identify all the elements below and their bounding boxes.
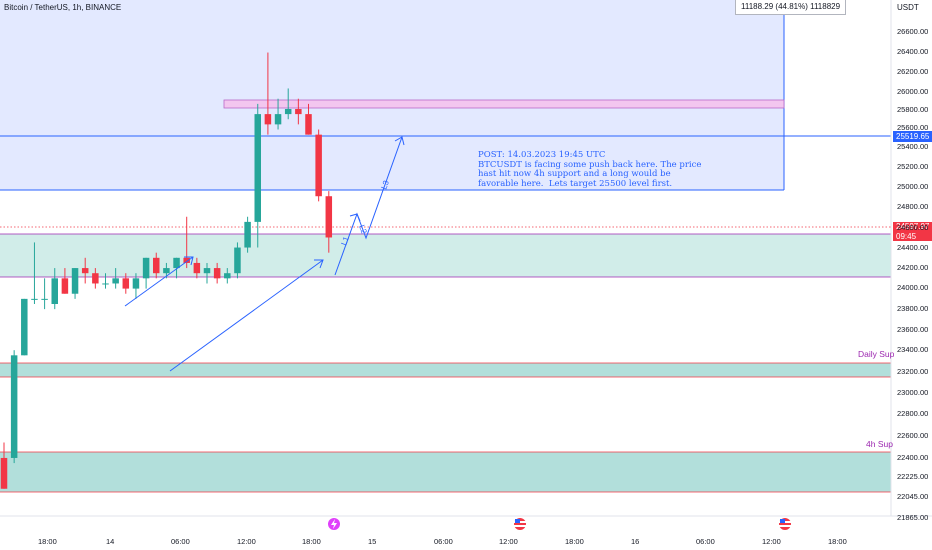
- candle-down: [81, 268, 89, 274]
- price-tick: 25000.00: [897, 182, 929, 191]
- price-tick: 24000.00: [897, 283, 929, 292]
- candle-up: [142, 257, 150, 279]
- h4-support-label: 4h Sup: [866, 439, 893, 449]
- candle-up: [224, 273, 231, 279]
- candles-group: [0, 52, 333, 489]
- candle-down: [305, 114, 312, 135]
- candle-down: [295, 108, 302, 115]
- time-tick: 12:00: [762, 537, 781, 546]
- support-zone-4h[interactable]: [0, 452, 891, 492]
- time-tick: 18:00: [828, 537, 847, 546]
- time-tick: 06:00: [434, 537, 453, 546]
- support-zone-4h-upper[interactable]: [0, 234, 891, 277]
- candle-up: [71, 268, 79, 294]
- candle-up: [234, 247, 241, 274]
- candle-up: [10, 355, 18, 458]
- price-tick: 22800.00: [897, 409, 929, 418]
- currency-label[interactable]: USDT: [897, 3, 919, 12]
- candle-down: [264, 114, 272, 125]
- candle-up: [173, 257, 180, 269]
- candle-down: [325, 196, 333, 238]
- wave-label-l1: L1: [339, 235, 351, 247]
- time-tick: 18:00: [565, 537, 584, 546]
- candle-up: [203, 268, 211, 274]
- last-price-value: 24597.97: [896, 222, 930, 231]
- arrow-small: [124, 256, 194, 307]
- price-tick: 22600.00: [897, 431, 929, 440]
- resistance-box[interactable]: [223, 99, 785, 109]
- candle-up: [274, 114, 282, 125]
- candle-up: [112, 278, 119, 284]
- price-tick: 26400.00: [897, 47, 929, 56]
- time-tick: 15: [368, 537, 377, 546]
- price-tick: 22400.00: [897, 453, 929, 462]
- price-tick: 22045.00: [897, 492, 929, 501]
- candle-down: [193, 262, 201, 274]
- candle-up: [163, 268, 170, 274]
- price-tick: 26000.00: [897, 87, 929, 96]
- wave-path: [334, 136, 403, 276]
- price-tick: 25200.00: [897, 162, 929, 171]
- price-tick: 21865.00: [897, 513, 929, 522]
- candle-down: [0, 457, 8, 489]
- event-icons[interactable]: [328, 518, 791, 530]
- price-tick: 24400.00: [897, 243, 929, 252]
- candle-up: [51, 278, 58, 304]
- price-tick: 26200.00: [897, 67, 929, 76]
- candle-down: [92, 273, 99, 284]
- candle-down: [153, 257, 160, 274]
- candle-up: [31, 298, 38, 300]
- candle-up: [284, 108, 292, 115]
- symbol-title[interactable]: Bitcoin / TetherUS, 1h, BINANCE: [4, 3, 122, 12]
- candle-down: [213, 268, 221, 279]
- time-tick: 12:00: [237, 537, 256, 546]
- time-tick: 18:00: [302, 537, 321, 546]
- candle-down: [61, 278, 69, 294]
- candle-up: [102, 283, 109, 285]
- price-tick: 23800.00: [897, 304, 929, 313]
- candle-down: [183, 257, 190, 263]
- candle-up: [132, 278, 140, 289]
- time-tick: 12:00: [499, 537, 518, 546]
- wave-label-l3: L3: [379, 179, 391, 191]
- measure-readout: 11188.29 (44.81%) 1118829: [735, 0, 847, 15]
- price-tick: 22225.00: [897, 472, 929, 481]
- price-tick: 23200.00: [897, 367, 929, 376]
- price-tick: 24200.00: [897, 263, 929, 272]
- line-price-tag: 25519.65: [893, 131, 932, 142]
- trend-arrows: [124, 136, 405, 372]
- candle-up: [244, 221, 251, 248]
- time-tick: 14: [106, 537, 115, 546]
- post-note[interactable]: POST: 14.03.2023 19:45 UTC BTCUSDT is fa…: [478, 150, 702, 189]
- price-tick: 25400.00: [897, 142, 929, 151]
- time-tick: 06:00: [696, 537, 715, 546]
- price-tick: 24600.00: [897, 223, 929, 232]
- price-tick: 25600.00: [897, 123, 929, 132]
- countdown: 09:45: [896, 231, 917, 241]
- price-tick: 26600.00: [897, 27, 929, 36]
- candle-down: [122, 278, 130, 289]
- candle-up: [254, 114, 261, 222]
- candle-up: [21, 298, 28, 356]
- support-zone-daily[interactable]: [0, 363, 891, 377]
- time-tick: 16: [631, 537, 640, 546]
- target-box[interactable]: [0, 0, 784, 190]
- wave-label-l2: L2: [357, 224, 369, 236]
- price-tick: 23600.00: [897, 325, 929, 334]
- candle-down: [315, 134, 322, 197]
- price-tick: 25800.00: [897, 105, 929, 114]
- price-tick: 23000.00: [897, 388, 929, 397]
- last-price-tag: 24597.97 09:45: [893, 222, 932, 241]
- time-tick: 06:00: [171, 537, 190, 546]
- time-tick: 18:00: [38, 537, 57, 546]
- price-tick: 24800.00: [897, 202, 929, 211]
- daily-support-label: Daily Sup: [858, 349, 895, 359]
- price-tick: 23400.00: [897, 345, 929, 354]
- arrow-large: [169, 259, 324, 372]
- candle-up: [41, 298, 48, 300]
